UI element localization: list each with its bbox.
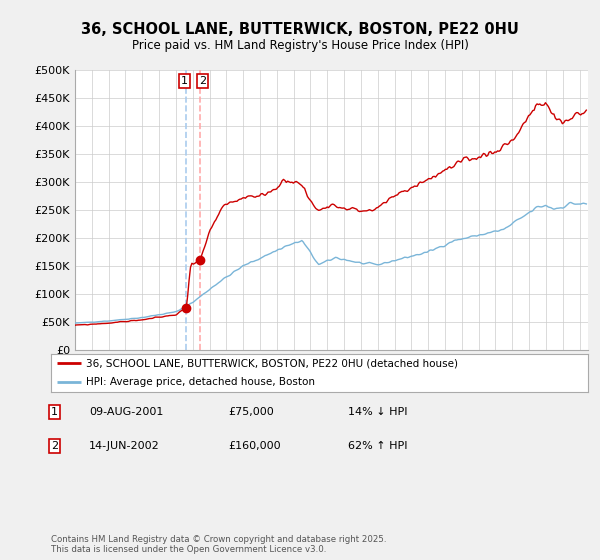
Text: 09-AUG-2001: 09-AUG-2001 bbox=[89, 407, 163, 417]
Text: 2: 2 bbox=[199, 76, 206, 86]
Text: HPI: Average price, detached house, Boston: HPI: Average price, detached house, Bost… bbox=[86, 377, 315, 388]
Text: 1: 1 bbox=[181, 76, 188, 86]
Text: £75,000: £75,000 bbox=[228, 407, 274, 417]
Text: 2: 2 bbox=[51, 441, 58, 451]
Text: 14-JUN-2002: 14-JUN-2002 bbox=[89, 441, 160, 451]
Text: 36, SCHOOL LANE, BUTTERWICK, BOSTON, PE22 0HU: 36, SCHOOL LANE, BUTTERWICK, BOSTON, PE2… bbox=[81, 22, 519, 38]
Text: 14% ↓ HPI: 14% ↓ HPI bbox=[348, 407, 407, 417]
Text: 36, SCHOOL LANE, BUTTERWICK, BOSTON, PE22 0HU (detached house): 36, SCHOOL LANE, BUTTERWICK, BOSTON, PE2… bbox=[86, 358, 458, 368]
Text: Price paid vs. HM Land Registry's House Price Index (HPI): Price paid vs. HM Land Registry's House … bbox=[131, 39, 469, 52]
Text: 1: 1 bbox=[51, 407, 58, 417]
Text: £160,000: £160,000 bbox=[228, 441, 281, 451]
Text: 62% ↑ HPI: 62% ↑ HPI bbox=[348, 441, 407, 451]
Text: Contains HM Land Registry data © Crown copyright and database right 2025.
This d: Contains HM Land Registry data © Crown c… bbox=[51, 535, 386, 554]
